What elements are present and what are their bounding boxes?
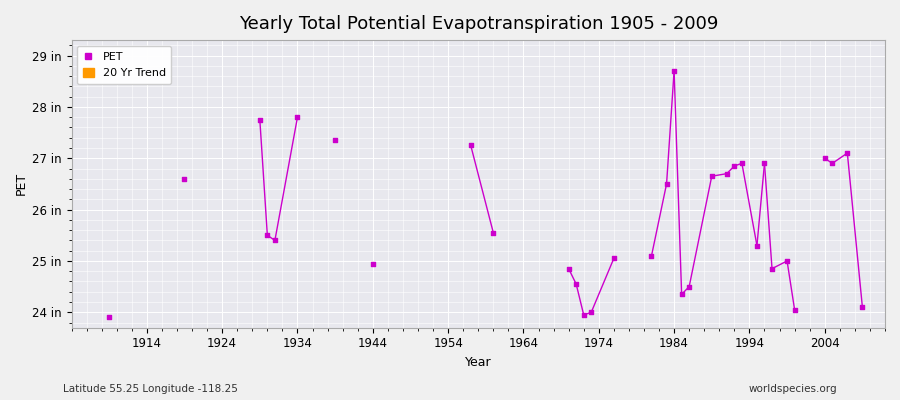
Point bbox=[328, 137, 342, 144]
Point bbox=[584, 309, 598, 316]
Point bbox=[750, 242, 764, 249]
Point bbox=[365, 260, 380, 267]
Point bbox=[825, 160, 840, 166]
X-axis label: Year: Year bbox=[465, 356, 491, 369]
Point bbox=[253, 116, 267, 123]
Point bbox=[667, 68, 681, 74]
Point bbox=[486, 230, 500, 236]
Point bbox=[765, 266, 779, 272]
Point bbox=[788, 306, 802, 313]
Title: Yearly Total Potential Evapotranspiration 1905 - 2009: Yearly Total Potential Evapotranspiratio… bbox=[238, 15, 718, 33]
Point bbox=[577, 312, 591, 318]
Point bbox=[840, 150, 854, 156]
Point bbox=[727, 163, 742, 169]
Point bbox=[260, 232, 274, 238]
Point bbox=[705, 173, 719, 180]
Point bbox=[267, 237, 282, 244]
Text: Latitude 55.25 Longitude -118.25: Latitude 55.25 Longitude -118.25 bbox=[63, 384, 238, 394]
Y-axis label: PET: PET bbox=[15, 172, 28, 196]
Point bbox=[720, 170, 734, 177]
Point bbox=[644, 253, 659, 259]
Point bbox=[291, 114, 305, 120]
Point bbox=[734, 160, 749, 166]
Point bbox=[780, 258, 795, 264]
Point bbox=[102, 314, 116, 321]
Point bbox=[817, 155, 832, 162]
Point bbox=[660, 181, 674, 187]
Point bbox=[464, 142, 478, 148]
Point bbox=[569, 281, 583, 287]
Text: worldspecies.org: worldspecies.org bbox=[749, 384, 837, 394]
Point bbox=[855, 304, 869, 310]
Legend: PET, 20 Yr Trend: PET, 20 Yr Trend bbox=[77, 46, 171, 84]
Point bbox=[607, 255, 621, 262]
Point bbox=[674, 291, 688, 298]
Point bbox=[757, 160, 771, 166]
Point bbox=[177, 176, 192, 182]
Point bbox=[682, 284, 697, 290]
Point bbox=[562, 266, 576, 272]
